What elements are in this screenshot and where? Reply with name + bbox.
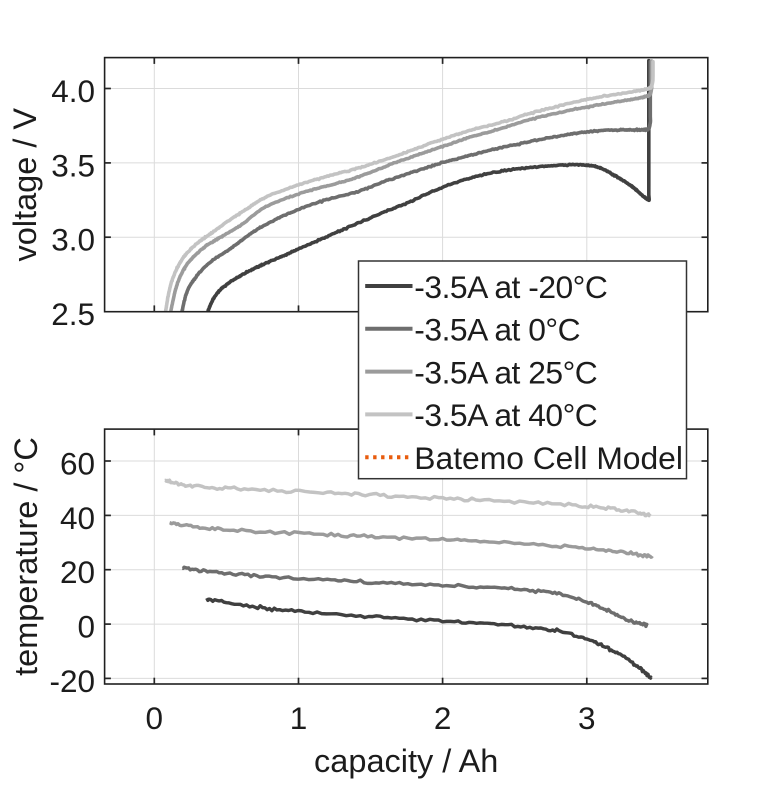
svg-text:0: 0	[146, 700, 164, 736]
svg-text:3.0: 3.0	[51, 222, 95, 258]
svg-text:voltage / V: voltage / V	[7, 108, 43, 262]
svg-text:2: 2	[434, 700, 452, 736]
svg-text:4.0: 4.0	[51, 73, 95, 109]
svg-text:60: 60	[60, 445, 95, 481]
svg-text:-3.5A at -20°C: -3.5A at -20°C	[414, 269, 607, 305]
svg-text:0: 0	[77, 609, 95, 645]
svg-text:-3.5A at 25°C: -3.5A at 25°C	[414, 354, 597, 390]
svg-text:3: 3	[578, 700, 596, 736]
svg-text:capacity / Ah: capacity / Ah	[314, 743, 498, 779]
svg-text:-3.5A at 40°C: -3.5A at 40°C	[414, 397, 597, 433]
svg-text:-3.5A at 0°C: -3.5A at 0°C	[414, 312, 580, 348]
svg-text:1: 1	[290, 700, 308, 736]
svg-text:-20: -20	[49, 663, 95, 699]
svg-text:temperature / °C: temperature / °C	[8, 437, 44, 676]
svg-text:3.5: 3.5	[51, 147, 95, 183]
svg-text:Batemo Cell Model: Batemo Cell Model	[414, 440, 683, 476]
svg-text:20: 20	[60, 554, 95, 590]
svg-text:2.5: 2.5	[51, 296, 95, 332]
svg-text:40: 40	[60, 500, 95, 536]
